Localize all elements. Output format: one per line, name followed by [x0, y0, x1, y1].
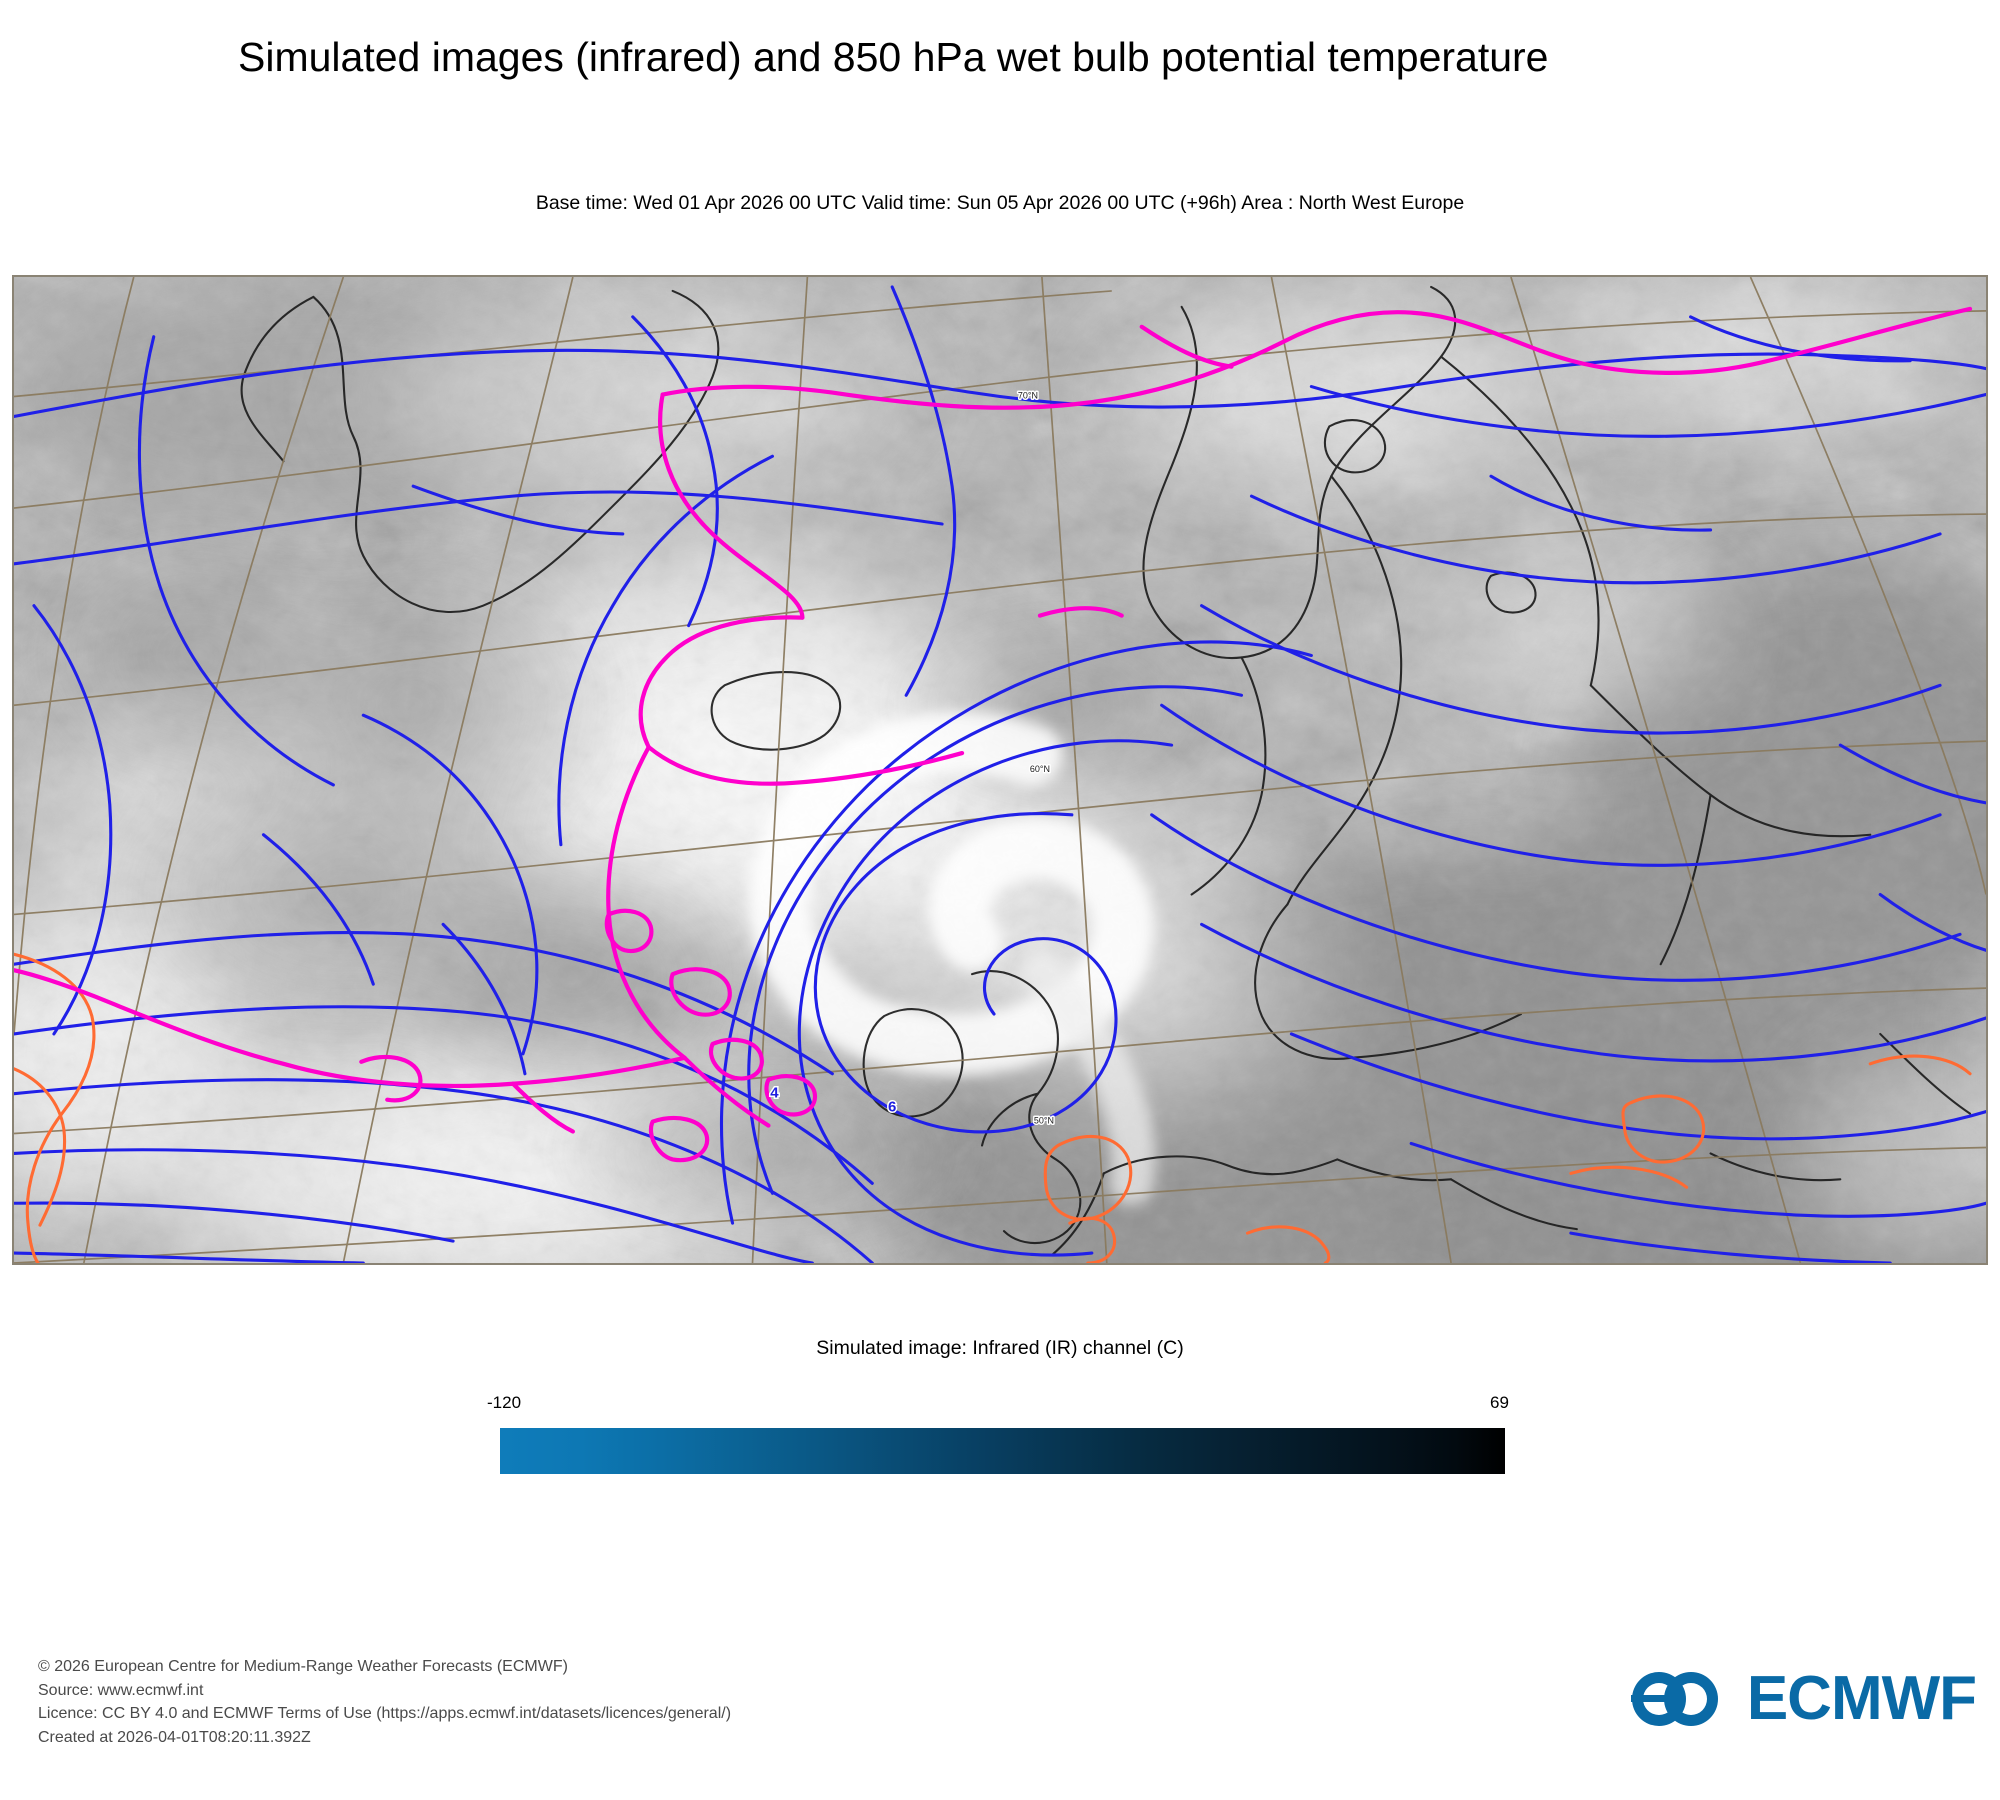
map-panel[interactable]: 70°N 60°N 50°N 4 6	[12, 275, 1988, 1265]
contour-label-4: 4	[770, 1085, 779, 1102]
colorbar-title: Simulated image: Infrared (IR) channel (…	[816, 1337, 1184, 1359]
colorbar-max-tick: 69	[1490, 1393, 1509, 1412]
page-title: Simulated images (infrared) and 850 hPa …	[238, 34, 1549, 80]
map-svg: 70°N 60°N 50°N 4 6	[14, 277, 1986, 1263]
grid-label-70n: 70°N	[1018, 391, 1038, 401]
ecmwf-logo-text: ECMWF	[1746, 1664, 1977, 1733]
grid-label-50n: 50°N	[1034, 1116, 1054, 1126]
footer-created-at: Created at 2026-04-01T08:20:11.392Z	[38, 1728, 311, 1746]
contour-label-6: 6	[888, 1099, 896, 1116]
footer-licence: Licence: CC BY 4.0 and ECMWF Terms of Us…	[38, 1705, 732, 1723]
ecmwf-logo-icon	[1630, 1672, 1718, 1726]
grid-label-60n: 60°N	[1030, 764, 1050, 774]
colorbar-gradient	[500, 1428, 1505, 1474]
colorbar-min-tick: -120	[487, 1393, 522, 1412]
chart-subtitle: Base time: Wed 01 Apr 2026 00 UTC Valid …	[535, 192, 1465, 214]
footer-source: Source: www.ecmwf.int	[38, 1681, 204, 1699]
map-canvas: 70°N 60°N 50°N 4 6	[14, 277, 1986, 1263]
ecmwf-logo: ECMWF	[1629, 1664, 1977, 1733]
footer-credits: © 2026 European Centre for Medium-Range …	[38, 1655, 731, 1749]
footer-copyright: © 2026 European Centre for Medium-Range …	[38, 1658, 568, 1675]
